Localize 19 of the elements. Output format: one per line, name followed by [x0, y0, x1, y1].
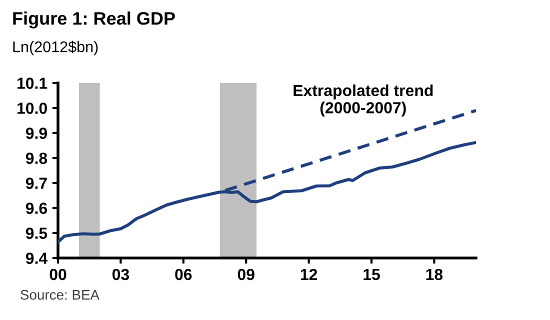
y-tick-label: 9.6 — [26, 202, 48, 214]
x-tick-label: 00 — [50, 268, 66, 280]
y-axis-title: Ln(2012$bn) — [13, 40, 98, 56]
chart-title: Figure 1: Real GDP — [13, 12, 175, 28]
y-tick-label: 10.0 — [18, 102, 47, 114]
annotation: Extrapolated trend (2000-2007) — [294, 84, 433, 117]
x-tick-label: 18 — [426, 268, 443, 280]
y-tick-label: 9.5 — [26, 228, 48, 239]
x-tick-label: 03 — [112, 268, 130, 280]
y-tick-label: 10.1 — [18, 78, 48, 89]
x-tick-label: 09 — [238, 268, 254, 280]
x-tick-label: 15 — [364, 269, 380, 280]
y-tick-label: 9.7 — [26, 178, 47, 189]
y-tick-label: 9.4 — [26, 252, 48, 264]
x-tick-label: 06 — [175, 268, 192, 280]
source-note: Source: BEA — [20, 290, 100, 300]
x-tick-label: 12 — [300, 268, 318, 280]
y-tick-label: 9.8 — [26, 152, 48, 164]
y-tick-label: 9.9 — [26, 128, 47, 139]
